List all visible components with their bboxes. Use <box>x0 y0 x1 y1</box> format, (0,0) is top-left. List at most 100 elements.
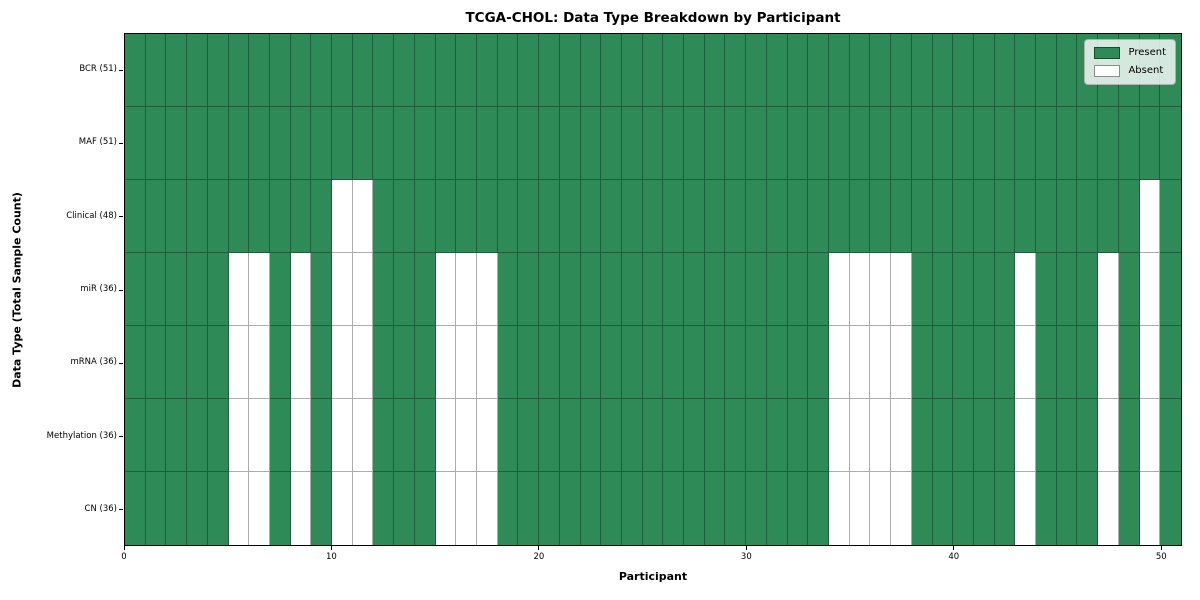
heatmap-cell <box>994 472 1016 545</box>
heatmap-cell <box>290 326 312 399</box>
heatmap-cell <box>311 180 333 253</box>
heatmap-cell <box>228 326 250 399</box>
heatmap-cell <box>787 399 809 472</box>
heatmap-cell <box>642 34 664 107</box>
heatmap-cell <box>787 253 809 326</box>
heatmap-cell <box>891 107 912 180</box>
y-tick-mark <box>119 289 123 291</box>
heatmap-cell <box>125 180 146 253</box>
heatmap-cell <box>808 326 829 399</box>
heatmap-cell <box>269 107 291 180</box>
heatmap-cell <box>228 472 250 545</box>
heatmap-cell <box>394 107 415 180</box>
heatmap-cell <box>249 180 270 253</box>
heatmap-cell <box>932 253 954 326</box>
heatmap-cell <box>1160 107 1181 180</box>
heatmap-cell <box>601 180 622 253</box>
heatmap-cell <box>269 180 291 253</box>
legend-label-absent: Absent <box>1128 65 1164 76</box>
heatmap-cell <box>539 472 560 545</box>
heatmap-cell <box>808 180 829 253</box>
heatmap-cell <box>1139 326 1161 399</box>
heatmap-cell <box>373 399 395 472</box>
heatmap-cell <box>456 107 477 180</box>
legend-label-present: Present <box>1128 47 1166 58</box>
heatmap-cell <box>311 253 333 326</box>
heatmap-cell <box>352 472 374 545</box>
heatmap-cell <box>1036 34 1057 107</box>
heatmap-cell <box>497 107 519 180</box>
heatmap-cell <box>207 180 229 253</box>
heatmap-cell <box>684 253 705 326</box>
x-axis-label: Participant <box>618 570 688 583</box>
y-tick-label: Clinical (48) <box>66 210 117 221</box>
heatmap-cell <box>911 180 933 253</box>
heatmap-cell <box>290 107 312 180</box>
heatmap-cell <box>125 399 146 472</box>
heatmap-cell <box>1056 180 1078 253</box>
heatmap-cell <box>787 107 809 180</box>
heatmap-cell <box>435 399 457 472</box>
heatmap-cell <box>518 472 540 545</box>
heatmap-cell <box>207 34 229 107</box>
heatmap-cell <box>621 472 643 545</box>
heatmap-cell <box>518 34 540 107</box>
heatmap-cell <box>1015 107 1037 180</box>
heatmap-cell <box>746 253 767 326</box>
heatmap-cell <box>663 34 685 107</box>
plot-area: Present Absent <box>124 33 1182 546</box>
heatmap-cell <box>228 180 250 253</box>
heatmap-cell <box>973 107 995 180</box>
heatmap-cell <box>580 399 602 472</box>
heatmap-cell <box>1098 107 1119 180</box>
x-tick-label: 20 <box>533 552 545 562</box>
heatmap-cell <box>994 253 1016 326</box>
heatmap-cell <box>187 180 208 253</box>
heatmap-cell <box>125 34 146 107</box>
heatmap-cell <box>311 326 333 399</box>
heatmap-cell <box>332 253 353 326</box>
heatmap-cell <box>1077 107 1099 180</box>
heatmap-cell <box>228 107 250 180</box>
heatmap-cell <box>1056 326 1078 399</box>
present-swatch-icon <box>1094 47 1121 59</box>
heatmap-cell <box>787 180 809 253</box>
heatmap-cell <box>352 326 374 399</box>
heatmap-cell <box>1118 472 1140 545</box>
heatmap-cell <box>911 399 933 472</box>
heatmap-cell <box>435 326 457 399</box>
heatmap-cell <box>684 326 705 399</box>
heatmap-cell <box>704 326 726 399</box>
heatmap-cell <box>290 472 312 545</box>
heatmap-cell <box>414 472 436 545</box>
heatmap-cell <box>642 107 664 180</box>
heatmap-cell <box>497 180 519 253</box>
heatmap-cell <box>849 180 871 253</box>
heatmap-cell <box>953 326 974 399</box>
heatmap-cell <box>249 253 270 326</box>
chart-title: TCGA-CHOL: Data Type Breakdown by Partic… <box>465 10 841 26</box>
heatmap-cell <box>1036 472 1057 545</box>
heatmap-cell <box>973 326 995 399</box>
heatmap-cell <box>891 180 912 253</box>
y-tick-mark <box>119 142 123 144</box>
heatmap-grid <box>125 34 1181 545</box>
heatmap-cell <box>1077 472 1099 545</box>
heatmap-cell <box>704 34 726 107</box>
heatmap-cell <box>829 107 850 180</box>
heatmap-cell <box>414 107 436 180</box>
heatmap-cell <box>601 399 622 472</box>
heatmap-cell <box>1139 253 1161 326</box>
heatmap-cell <box>932 399 954 472</box>
heatmap-cell <box>932 34 954 107</box>
heatmap-cell <box>187 326 208 399</box>
heatmap-cell <box>787 34 809 107</box>
heatmap-cell <box>932 472 954 545</box>
heatmap-cell <box>1015 253 1037 326</box>
heatmap-cell <box>1056 34 1078 107</box>
heatmap-cell <box>766 326 788 399</box>
heatmap-cell <box>497 472 519 545</box>
heatmap-cell <box>973 472 995 545</box>
heatmap-cell <box>621 253 643 326</box>
heatmap-cell <box>932 107 954 180</box>
